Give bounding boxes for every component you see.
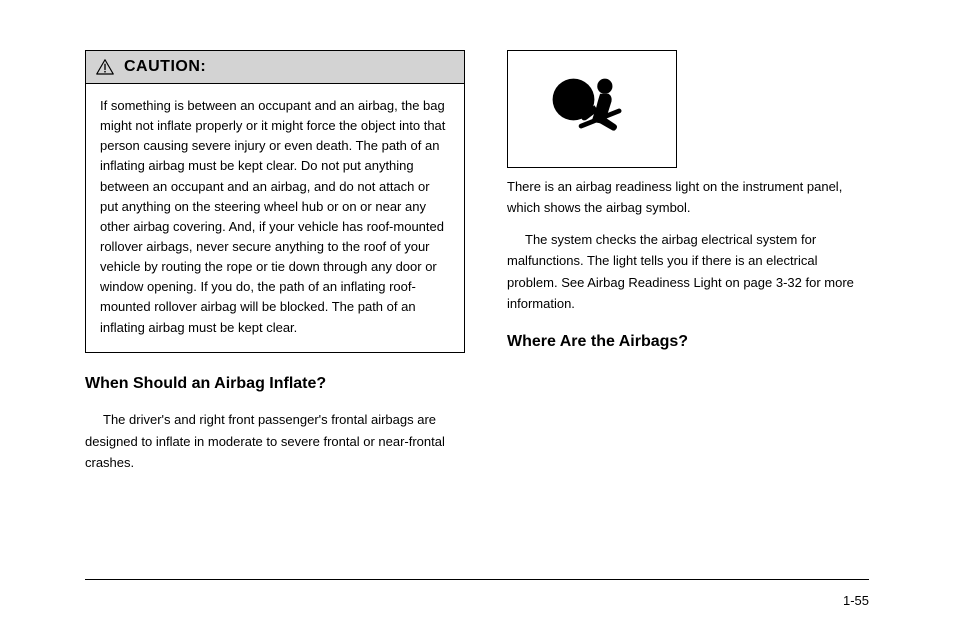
- right-paragraph-2: The system checks the airbag electrical …: [507, 229, 867, 315]
- right-text-block: There is an airbag readiness light on th…: [507, 176, 867, 355]
- left-column: CAUTION: If something is between an occu…: [85, 50, 465, 485]
- page-content: CAUTION: If something is between an occu…: [85, 50, 869, 485]
- caution-body: If something is between an occupant and …: [86, 84, 464, 352]
- right-heading: Where Are the Airbags?: [507, 329, 867, 355]
- page-number: 1-55: [843, 593, 869, 608]
- airbag-symbol-figure: [507, 50, 677, 168]
- section-heading: When Should an Airbag Inflate?: [85, 371, 465, 397]
- left-text-block: When Should an Airbag Inflate? The drive…: [85, 371, 465, 474]
- airbag-icon: [545, 70, 640, 148]
- left-paragraph-1: The driver's and right front passenger's…: [85, 409, 465, 473]
- page-divider: [85, 579, 869, 580]
- warning-triangle-icon: [96, 59, 114, 75]
- caution-label: CAUTION:: [124, 58, 206, 76]
- caution-text: If something is between an occupant and …: [100, 98, 445, 335]
- right-column: There is an airbag readiness light on th…: [507, 50, 867, 365]
- caution-box: CAUTION: If something is between an occu…: [85, 50, 465, 353]
- caution-header: CAUTION:: [86, 51, 464, 84]
- right-paragraph-1: There is an airbag readiness light on th…: [507, 176, 867, 219]
